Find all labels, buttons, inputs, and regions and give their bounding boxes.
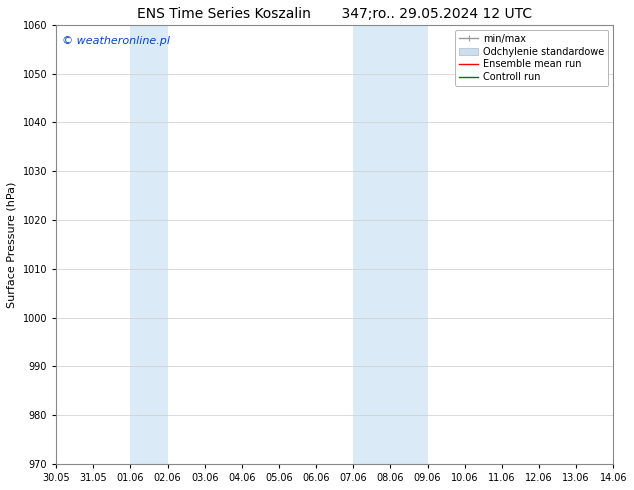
Y-axis label: Surface Pressure (hPa): Surface Pressure (hPa) bbox=[7, 181, 17, 308]
Legend: min/max, Odchylenie standardowe, Ensemble mean run, Controll run: min/max, Odchylenie standardowe, Ensembl… bbox=[455, 30, 609, 86]
Bar bbox=[353, 25, 427, 464]
Bar bbox=[131, 25, 167, 464]
Text: © weatheronline.pl: © weatheronline.pl bbox=[61, 36, 170, 46]
Title: ENS Time Series Koszalin       347;ro.. 29.05.2024 12 UTC: ENS Time Series Koszalin 347;ro.. 29.05.… bbox=[137, 7, 533, 21]
